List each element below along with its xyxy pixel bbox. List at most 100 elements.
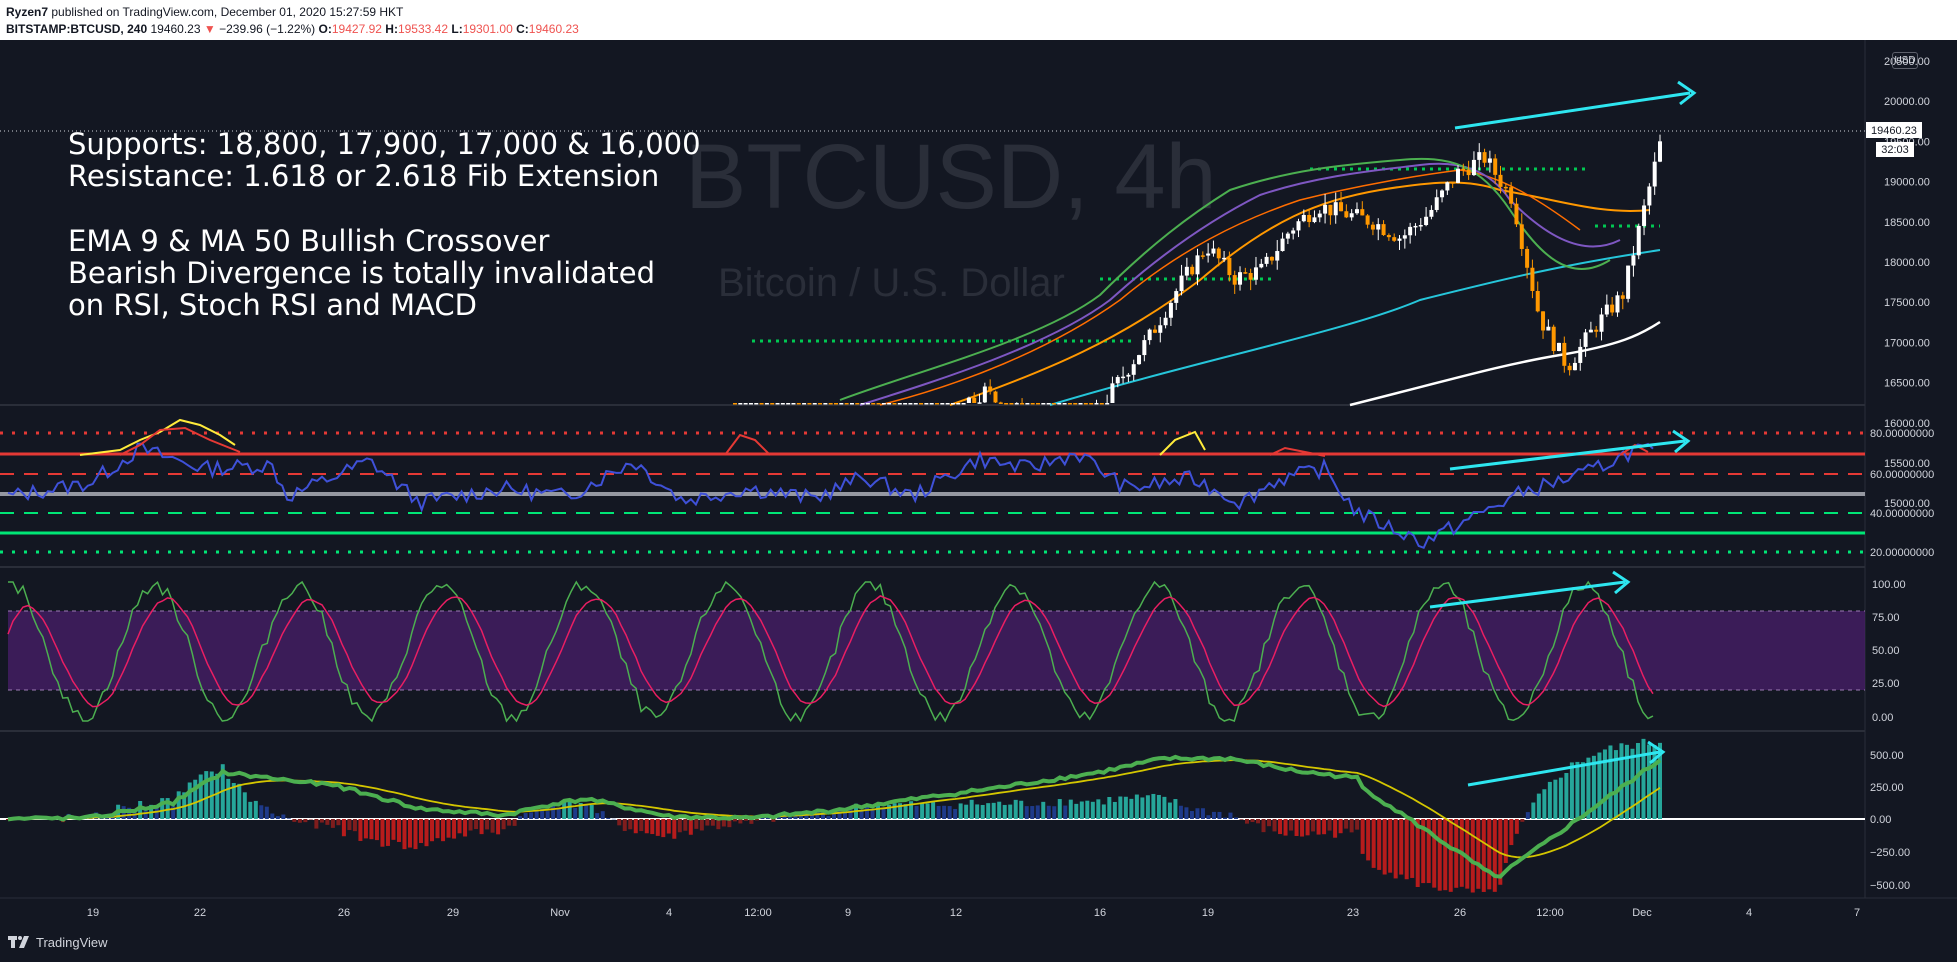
candle-body: [1658, 141, 1662, 162]
macd-histogram-bar: [721, 819, 726, 827]
macd-histogram-bar: [1278, 819, 1283, 835]
publisher-name[interactable]: Ryzen7: [6, 5, 49, 19]
macd-histogram-bar: [1134, 794, 1139, 819]
time-tick-label: 22: [194, 907, 206, 919]
macd-histogram-bar: [991, 802, 996, 819]
candle-body: [823, 403, 828, 405]
candle-body: [791, 403, 796, 405]
macd-histogram-bar: [1008, 804, 1013, 819]
macd-histogram-bar: [1344, 819, 1349, 829]
macd-histogram-bar: [837, 809, 842, 819]
macd-histogram-bar: [942, 805, 947, 819]
macd-histogram-bar: [1112, 801, 1117, 819]
rsi-overbought-red-4: [1619, 443, 1649, 456]
macd-axis[interactable]: 500.00 250.00 0.00 −250.00 −500.00: [1870, 750, 1910, 892]
macd-histogram-bar: [1586, 757, 1591, 819]
macd-histogram-bar: [1156, 794, 1161, 819]
candle-body: [1541, 311, 1546, 331]
candle-body: [1535, 290, 1540, 312]
time-tick-label: 4: [666, 907, 672, 919]
chart-canvas[interactable]: BTCUSD, 4h Bitcoin / U.S. Dollar: [0, 40, 1957, 962]
macd-histogram-bar: [1602, 749, 1607, 819]
candle-body: [786, 403, 791, 405]
candle-body: [977, 402, 982, 404]
macd-histogram-bar: [193, 779, 198, 819]
time-axis[interactable]: 19 22 26 29 Nov 4 12:00 9 12 16 19 23 26 12:00 Dec 4 7: [87, 907, 1860, 919]
candle-body: [1142, 340, 1147, 356]
candle-body: [1216, 248, 1221, 259]
macd-histogram-bar: [1228, 812, 1233, 819]
candlestick-series[interactable]: [733, 134, 1662, 405]
candle-body: [839, 403, 844, 405]
macd-histogram-bar: [479, 819, 484, 835]
last-price: 19460.23: [150, 22, 201, 36]
macd-histogram-bar: [452, 819, 457, 839]
divergence-arrow-rsi[interactable]: [1449, 429, 1691, 471]
macd-histogram-bar: [1002, 804, 1007, 819]
rsi-tick-label: 40.00000000: [1870, 508, 1934, 520]
candle-body: [1578, 346, 1583, 363]
symbol-label[interactable]: BITSTAMP:BTCUSD, 240: [6, 22, 148, 36]
low-value: 19301.00: [462, 22, 513, 36]
candle-body: [844, 403, 849, 405]
candle-body: [1200, 255, 1205, 257]
macd-histogram-bar: [633, 819, 638, 834]
candle-body: [1036, 403, 1041, 405]
macd-histogram-bar: [1503, 819, 1508, 863]
candle-body: [881, 403, 886, 405]
macd-histogram-bar: [6, 819, 10, 821]
candle-body: [966, 397, 971, 403]
candle-body: [1317, 213, 1322, 218]
candle-body: [1025, 403, 1030, 405]
macd-histogram-bar: [259, 805, 264, 819]
stoch-axis[interactable]: 100.00 75.00 50.00 25.00 0.00: [1872, 579, 1906, 724]
rsi-axis[interactable]: 80.00000000 60.00000000 40.00000000 20.0000…: [1870, 428, 1934, 559]
candle-body: [961, 403, 966, 405]
candle-body: [743, 403, 748, 405]
time-tick-label: 19: [1202, 907, 1214, 919]
candle-body: [1312, 217, 1317, 223]
price-tick-label: 17000.00: [1884, 337, 1930, 349]
candle-body: [1636, 225, 1641, 256]
candle-body: [1232, 275, 1237, 285]
macd-histogram-bar: [1074, 803, 1079, 819]
candle-body: [1413, 225, 1418, 228]
last-price-tag: [1866, 122, 1922, 138]
macd-histogram-bar: [396, 819, 401, 842]
macd-histogram-bar: [303, 819, 308, 823]
macd-histogram-bar: [1162, 796, 1167, 819]
macd-histogram-bar: [661, 819, 666, 838]
candle-body: [1158, 325, 1163, 333]
macd-histogram-bar: [1184, 807, 1189, 819]
macd-tick-label: 500.00: [1870, 750, 1904, 762]
tradingview-logo[interactable]: TradingView: [8, 934, 108, 950]
price-axis[interactable]: 20500.0020000.0019500.0019000.0018500.00…: [1884, 56, 1930, 510]
macd-histogram-bar: [1658, 742, 1662, 819]
currency-badge[interactable]: USD: [1892, 52, 1918, 69]
macd-histogram-bar: [1591, 755, 1596, 819]
macd-histogram-bar: [1619, 743, 1624, 819]
macd-histogram-bar: [402, 819, 407, 850]
macd-histogram-bar: [523, 813, 528, 819]
candle-body: [1386, 235, 1391, 238]
macd-histogram-bar: [419, 819, 423, 843]
time-tick-label: 9: [845, 907, 851, 919]
macd-histogram-bar: [1564, 773, 1569, 819]
macd-histogram-bar: [319, 819, 324, 823]
divergence-arrow-stoch[interactable]: [1429, 570, 1631, 609]
candle-body: [1519, 224, 1524, 249]
macd-histogram-bar: [672, 819, 677, 839]
macd-histogram-bar: [1641, 738, 1646, 819]
divergence-arrow-price[interactable]: [1454, 80, 1697, 130]
candle-body: [1147, 329, 1152, 341]
candle-body: [1280, 238, 1285, 252]
candle-body: [1440, 190, 1445, 198]
macd-histogram-bar: [688, 819, 693, 835]
note-line-1: Supports: 18,800, 17,900, 17,000 & 16,00…: [68, 127, 701, 161]
macd-histogram-bar: [1536, 793, 1541, 819]
time-tick-label: Dec: [1632, 907, 1652, 919]
macd-histogram-bar: [677, 819, 682, 833]
macd-histogram-bar: [947, 806, 952, 819]
divergence-arrow-macd[interactable]: [1467, 740, 1666, 787]
published-text: published on TradingView.com, December 0…: [51, 5, 404, 19]
